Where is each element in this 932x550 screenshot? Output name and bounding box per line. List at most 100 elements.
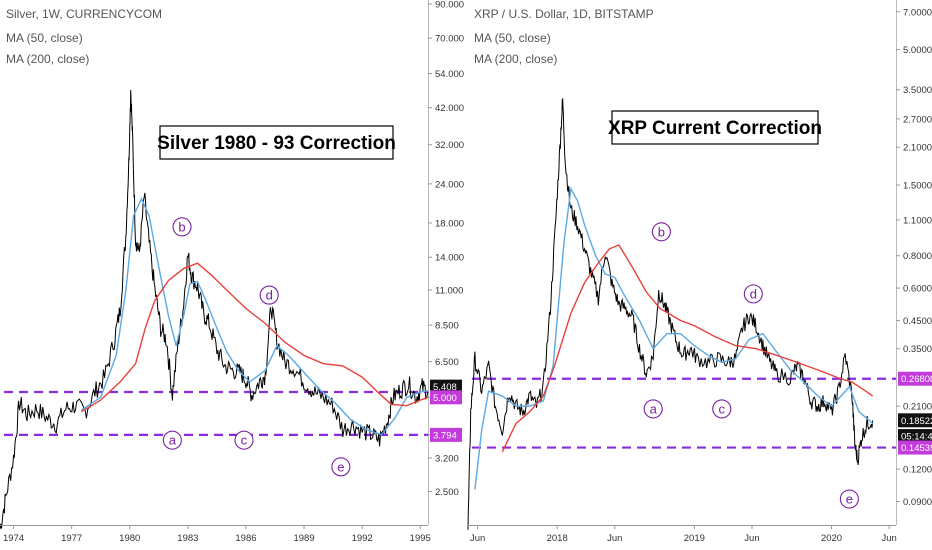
x-tick-label: 2018 [547, 533, 568, 544]
x-tick-label: 1974 [3, 533, 24, 544]
xrp-support-levels [472, 377, 896, 449]
wave-label-d: d [750, 286, 757, 301]
wave-label-circle [743, 284, 763, 304]
x-tick-label: Jun [470, 533, 485, 544]
price-line [467, 97, 874, 530]
price-badge [898, 429, 932, 444]
price-badge-label: 5.408 [433, 382, 457, 393]
x-tick-label: 1989 [293, 533, 314, 544]
wave-label-b: b [658, 224, 665, 239]
y-tick-label: 1.50000 [903, 181, 932, 192]
price-badge [898, 371, 932, 386]
wave-label-c: c [241, 433, 248, 448]
price-badge-label: 5.000 [433, 393, 457, 404]
y-tick-label: 11.000 [435, 286, 463, 297]
wave-label-circle [651, 222, 671, 242]
x-tick-label: 1983 [177, 533, 198, 544]
xrp-header-ma50: MA (50, close) [474, 31, 551, 45]
ma50-line [474, 186, 874, 490]
wave-label-a: a [169, 433, 177, 448]
wave-label-circle [162, 430, 182, 450]
wave-label-circle [259, 285, 279, 305]
x-tick-label: 2020 [821, 533, 842, 544]
y-tick-label: 2.70000 [903, 114, 932, 125]
silver-y-axis: 90.000 70.000 54.000 42.000 32.000 24.000 18.0… [428, 0, 464, 498]
price-badge-label: 05:14:49 [901, 432, 932, 443]
wave-label-circle [234, 430, 254, 450]
x-tick-label: 1995 [410, 533, 431, 544]
silver-chart-panel[interactable]: Silver, 1W, CURRENCYCOM MA (50, close) M… [0, 0, 464, 544]
price-badge [898, 413, 932, 428]
price-badge-label: 0.18522 [901, 416, 932, 427]
silver-x-axis: 1974 1977 1980 1983 1986 1989 1992 1995 [0, 525, 431, 544]
xrp-chart-title: XRP Current Correction [608, 118, 822, 139]
wave-label-c: c [719, 401, 726, 416]
y-tick-label: 42.000 [435, 103, 464, 114]
y-tick-label: 5.00000 [903, 45, 932, 56]
y-tick-label: 8.500 [435, 321, 459, 332]
xrp-header-ma200: MA (200, close) [474, 52, 557, 66]
y-tick-label: 18.000 [435, 219, 464, 230]
y-tick-label: 70.000 [435, 34, 464, 45]
y-tick-label: 3.200 [435, 454, 459, 465]
wave-label-circle [172, 217, 192, 237]
wave-label-circle [331, 457, 351, 477]
wave-label-e: e [337, 459, 344, 474]
y-tick-label: 32.000 [435, 140, 464, 151]
y-tick-label: 24.000 [435, 179, 464, 190]
x-tick-label: 2019 [684, 533, 705, 544]
wave-label-b: b [178, 219, 185, 234]
silver-header-ma50: MA (50, close) [6, 31, 83, 45]
ma200-line [80, 262, 429, 413]
y-tick-label: 2.500 [435, 487, 459, 498]
x-tick-label: Jun [744, 533, 759, 544]
price-badge [898, 440, 932, 455]
silver-title-box [159, 125, 394, 160]
y-tick-label: 54.000 [435, 69, 464, 80]
xrp-header-symbol: XRP / U.S. Dollar, 1D, BITSTAMP [474, 7, 654, 21]
y-tick-label: 6.500 [435, 357, 459, 368]
silver-support-levels [4, 390, 428, 436]
wave-label-d: d [266, 288, 273, 303]
ma50-line [80, 197, 429, 436]
xrp-price-series [467, 97, 874, 530]
price-badge-label: 0.14539 [901, 443, 932, 454]
silver-header-ma200: MA (200, close) [6, 52, 89, 66]
xrp-wave-labels: a b c d e [643, 222, 859, 509]
y-tick-label: 14.000 [435, 253, 464, 264]
wave-label-circle [839, 489, 859, 509]
x-tick-label: 1977 [61, 533, 82, 544]
x-tick-label: 1980 [119, 533, 140, 544]
wave-label-circle [643, 399, 663, 419]
xrp-x-axis: Jun 2018 Jun 2019 Jun 2020 Jun [468, 525, 897, 544]
wave-label-e: e [846, 492, 853, 507]
silver-wave-labels: a b c d e [162, 217, 351, 477]
ma200-line [501, 244, 874, 453]
price-badge-label: 0.26808 [901, 374, 932, 385]
wave-label-a: a [650, 401, 658, 416]
x-tick-label: 1986 [235, 533, 256, 544]
price-badge [430, 390, 462, 405]
xrp-title-box [611, 110, 819, 145]
silver-chart-title: Silver 1980 - 93 Correction [157, 133, 396, 154]
x-tick-label: 1992 [352, 533, 373, 544]
silver-header-symbol: Silver, 1W, CURRENCYCOM [6, 7, 162, 21]
price-badge [430, 427, 462, 442]
x-tick-label: Jun [881, 533, 896, 544]
xrp-chart-panel[interactable]: XRP / U.S. Dollar, 1D, BITSTAMP MA (50, … [467, 0, 932, 544]
y-tick-label: 7.00000 [903, 7, 932, 18]
price-badge [430, 379, 462, 394]
silver-price-series [0, 89, 429, 530]
price-line [0, 89, 429, 530]
